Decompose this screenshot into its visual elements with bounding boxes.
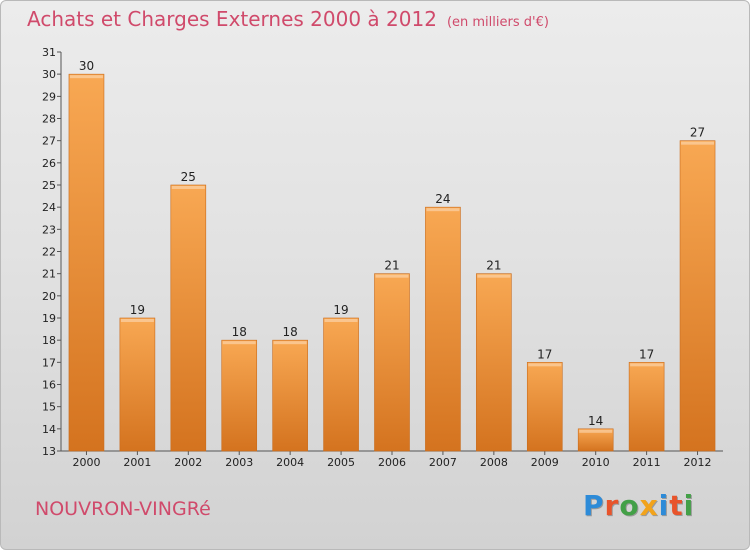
logo-letter: o xyxy=(619,489,640,522)
chart-unit: (en milliers d'€) xyxy=(446,15,549,30)
x-tick-label-2002: 2002 xyxy=(174,456,202,469)
bar-highlight-2011 xyxy=(630,363,664,367)
bar-highlight-2000 xyxy=(69,75,103,79)
data-label-2011: 17 xyxy=(639,347,654,361)
bar-2010 xyxy=(577,428,614,452)
chart-axes: 13 14 15 16 17 18 19 20 21 22 23 24 25 26 27 28 29 30 31 xyxy=(42,46,723,458)
bar-highlight-2009 xyxy=(528,363,562,367)
proxiti-logo[interactable]: Proxiti xyxy=(583,489,694,522)
y-tick-label: 21 xyxy=(42,268,56,281)
bar-highlight-2001 xyxy=(120,319,154,322)
x-tick-label-2006: 2006 xyxy=(378,456,406,469)
logo-letter: i xyxy=(683,489,695,522)
data-label-2007: 24 xyxy=(435,192,450,206)
y-tick-label: 15 xyxy=(42,401,56,414)
data-label-2008: 21 xyxy=(486,259,501,273)
data-label-2004: 18 xyxy=(283,325,298,339)
logo-letter: x xyxy=(639,489,659,522)
chart-labels: 2000 30 2001 19 2002 25 2003 18 2004 18 2005 19 2006… xyxy=(72,59,711,469)
bar-highlight-2006 xyxy=(375,274,409,278)
bar-2011 xyxy=(628,362,665,452)
chart-bars xyxy=(68,73,716,452)
bar-highlight-2010 xyxy=(579,429,613,433)
bar-2005 xyxy=(323,317,359,452)
y-tick-label: 14 xyxy=(42,423,56,436)
x-tick-label-2000: 2000 xyxy=(72,456,100,469)
bar-highlight-2012 xyxy=(681,141,715,145)
x-tick-label-2001: 2001 xyxy=(123,456,151,469)
bar-2007 xyxy=(425,206,461,452)
y-tick-label: 31 xyxy=(42,46,56,59)
data-label-2010: 14 xyxy=(588,414,603,428)
y-tick-label: 17 xyxy=(42,356,56,369)
logo-letter: P xyxy=(583,489,605,522)
x-tick-label-2003: 2003 xyxy=(225,456,253,469)
y-tick-label: 28 xyxy=(42,113,56,126)
data-label-2000: 30 xyxy=(79,59,94,73)
y-tick-label: 13 xyxy=(42,445,56,458)
y-tick-label: 27 xyxy=(42,135,56,148)
data-label-2001: 19 xyxy=(130,303,145,317)
y-tick-label: 30 xyxy=(42,68,56,81)
bar-2009 xyxy=(526,362,563,452)
x-tick-label-2011: 2011 xyxy=(633,456,661,469)
y-tick-label: 23 xyxy=(42,223,56,236)
chart-title: Achats et Charges Externes 2000 à 2012 (e… xyxy=(27,7,549,31)
x-tick-label-2008: 2008 xyxy=(480,456,508,469)
y-tick-label: 29 xyxy=(42,90,56,103)
bar-highlight-2005 xyxy=(324,319,358,322)
bar-2006 xyxy=(374,273,410,452)
logo-letter: i xyxy=(658,489,670,522)
bar-highlight-2007 xyxy=(426,208,460,212)
logo-letter: r xyxy=(604,489,620,522)
y-tick-label: 16 xyxy=(42,379,56,392)
x-tick-label-2012: 2012 xyxy=(684,456,712,469)
bar-highlight-2004 xyxy=(273,341,307,345)
bar-2008 xyxy=(476,273,512,452)
y-tick-label: 22 xyxy=(42,246,56,259)
bar-2001 xyxy=(119,317,156,452)
bar-highlight-2003 xyxy=(222,341,256,345)
bar-highlight-2002 xyxy=(171,186,205,189)
bar-2000 xyxy=(68,73,105,452)
y-tick-label: 25 xyxy=(42,179,56,192)
data-label-2003: 18 xyxy=(232,325,247,339)
chart-title-text: Achats et Charges Externes 2000 à 2012 xyxy=(27,7,437,31)
data-label-2005: 19 xyxy=(333,303,348,317)
y-tick-label: 18 xyxy=(42,334,56,347)
commune-name: NOUVRON-VINGRé xyxy=(35,498,211,520)
logo-letter: t xyxy=(669,489,684,522)
x-tick-label-2010: 2010 xyxy=(582,456,610,469)
x-tick-label-2007: 2007 xyxy=(429,456,457,469)
bar-2002 xyxy=(170,184,207,452)
y-tick-label: 19 xyxy=(42,312,56,325)
data-label-2009: 17 xyxy=(537,347,552,361)
x-tick-label-2009: 2009 xyxy=(531,456,559,469)
bar-2003 xyxy=(221,339,258,452)
data-label-2006: 21 xyxy=(384,259,399,273)
data-label-2012: 27 xyxy=(690,126,705,140)
y-tick-label: 26 xyxy=(42,157,56,170)
x-tick-label-2004: 2004 xyxy=(276,456,304,469)
y-tick-label: 24 xyxy=(42,201,56,214)
bar-highlight-2008 xyxy=(477,274,511,278)
x-tick-label-2005: 2005 xyxy=(327,456,355,469)
bar-2004 xyxy=(272,339,308,452)
data-label-2002: 25 xyxy=(181,170,196,184)
y-tick-label: 20 xyxy=(42,290,56,303)
bar-2012 xyxy=(679,140,716,452)
